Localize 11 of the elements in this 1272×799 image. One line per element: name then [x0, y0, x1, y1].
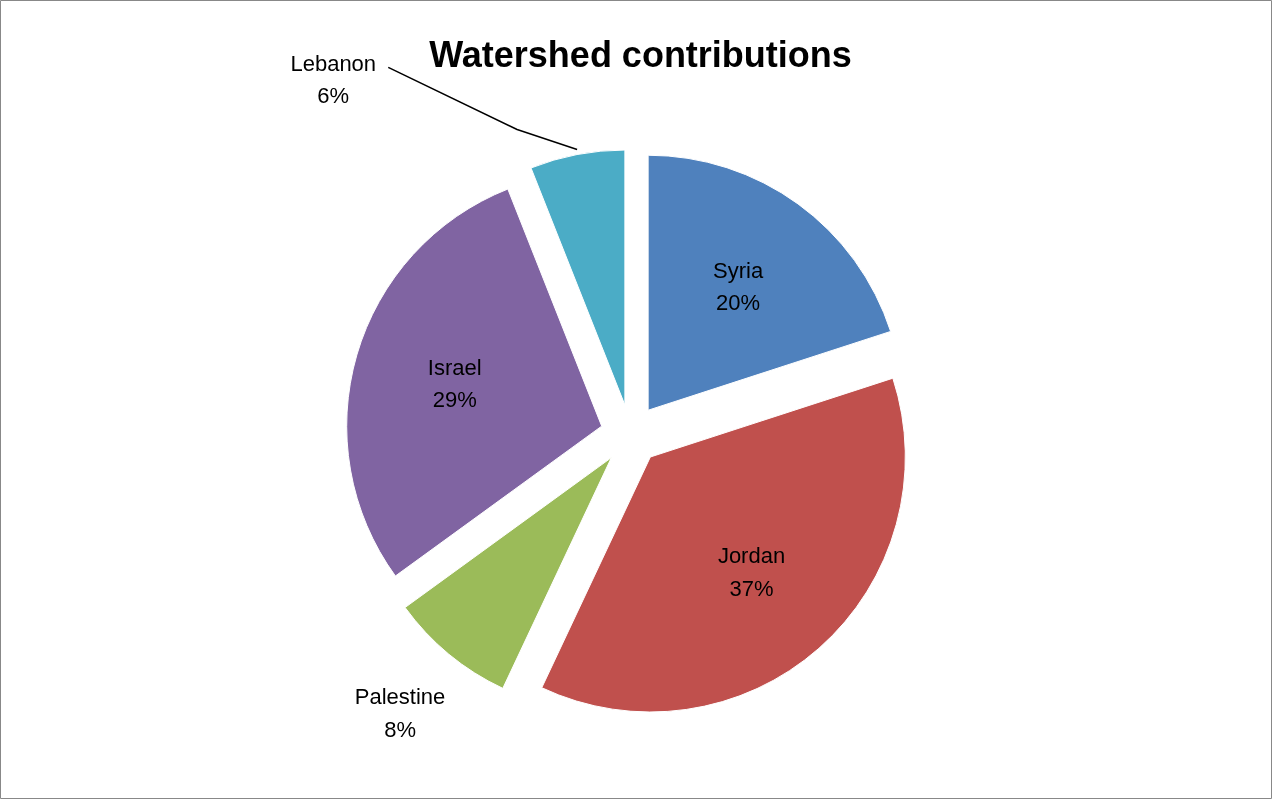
data-label: 8%	[384, 716, 416, 742]
slice-label: Syria	[713, 257, 764, 283]
data-label: 37%	[729, 575, 774, 601]
data-label: 20%	[716, 290, 761, 316]
data-label: 6%	[317, 83, 350, 109]
slice-label: Palestine	[354, 684, 446, 710]
slice-label: Lebanon	[290, 50, 377, 76]
slice-label: Jordan	[717, 543, 786, 569]
slice-label: Israel	[427, 354, 482, 380]
chart-title: Watershed contributions	[429, 34, 852, 75]
data-label: 29%	[432, 387, 477, 413]
